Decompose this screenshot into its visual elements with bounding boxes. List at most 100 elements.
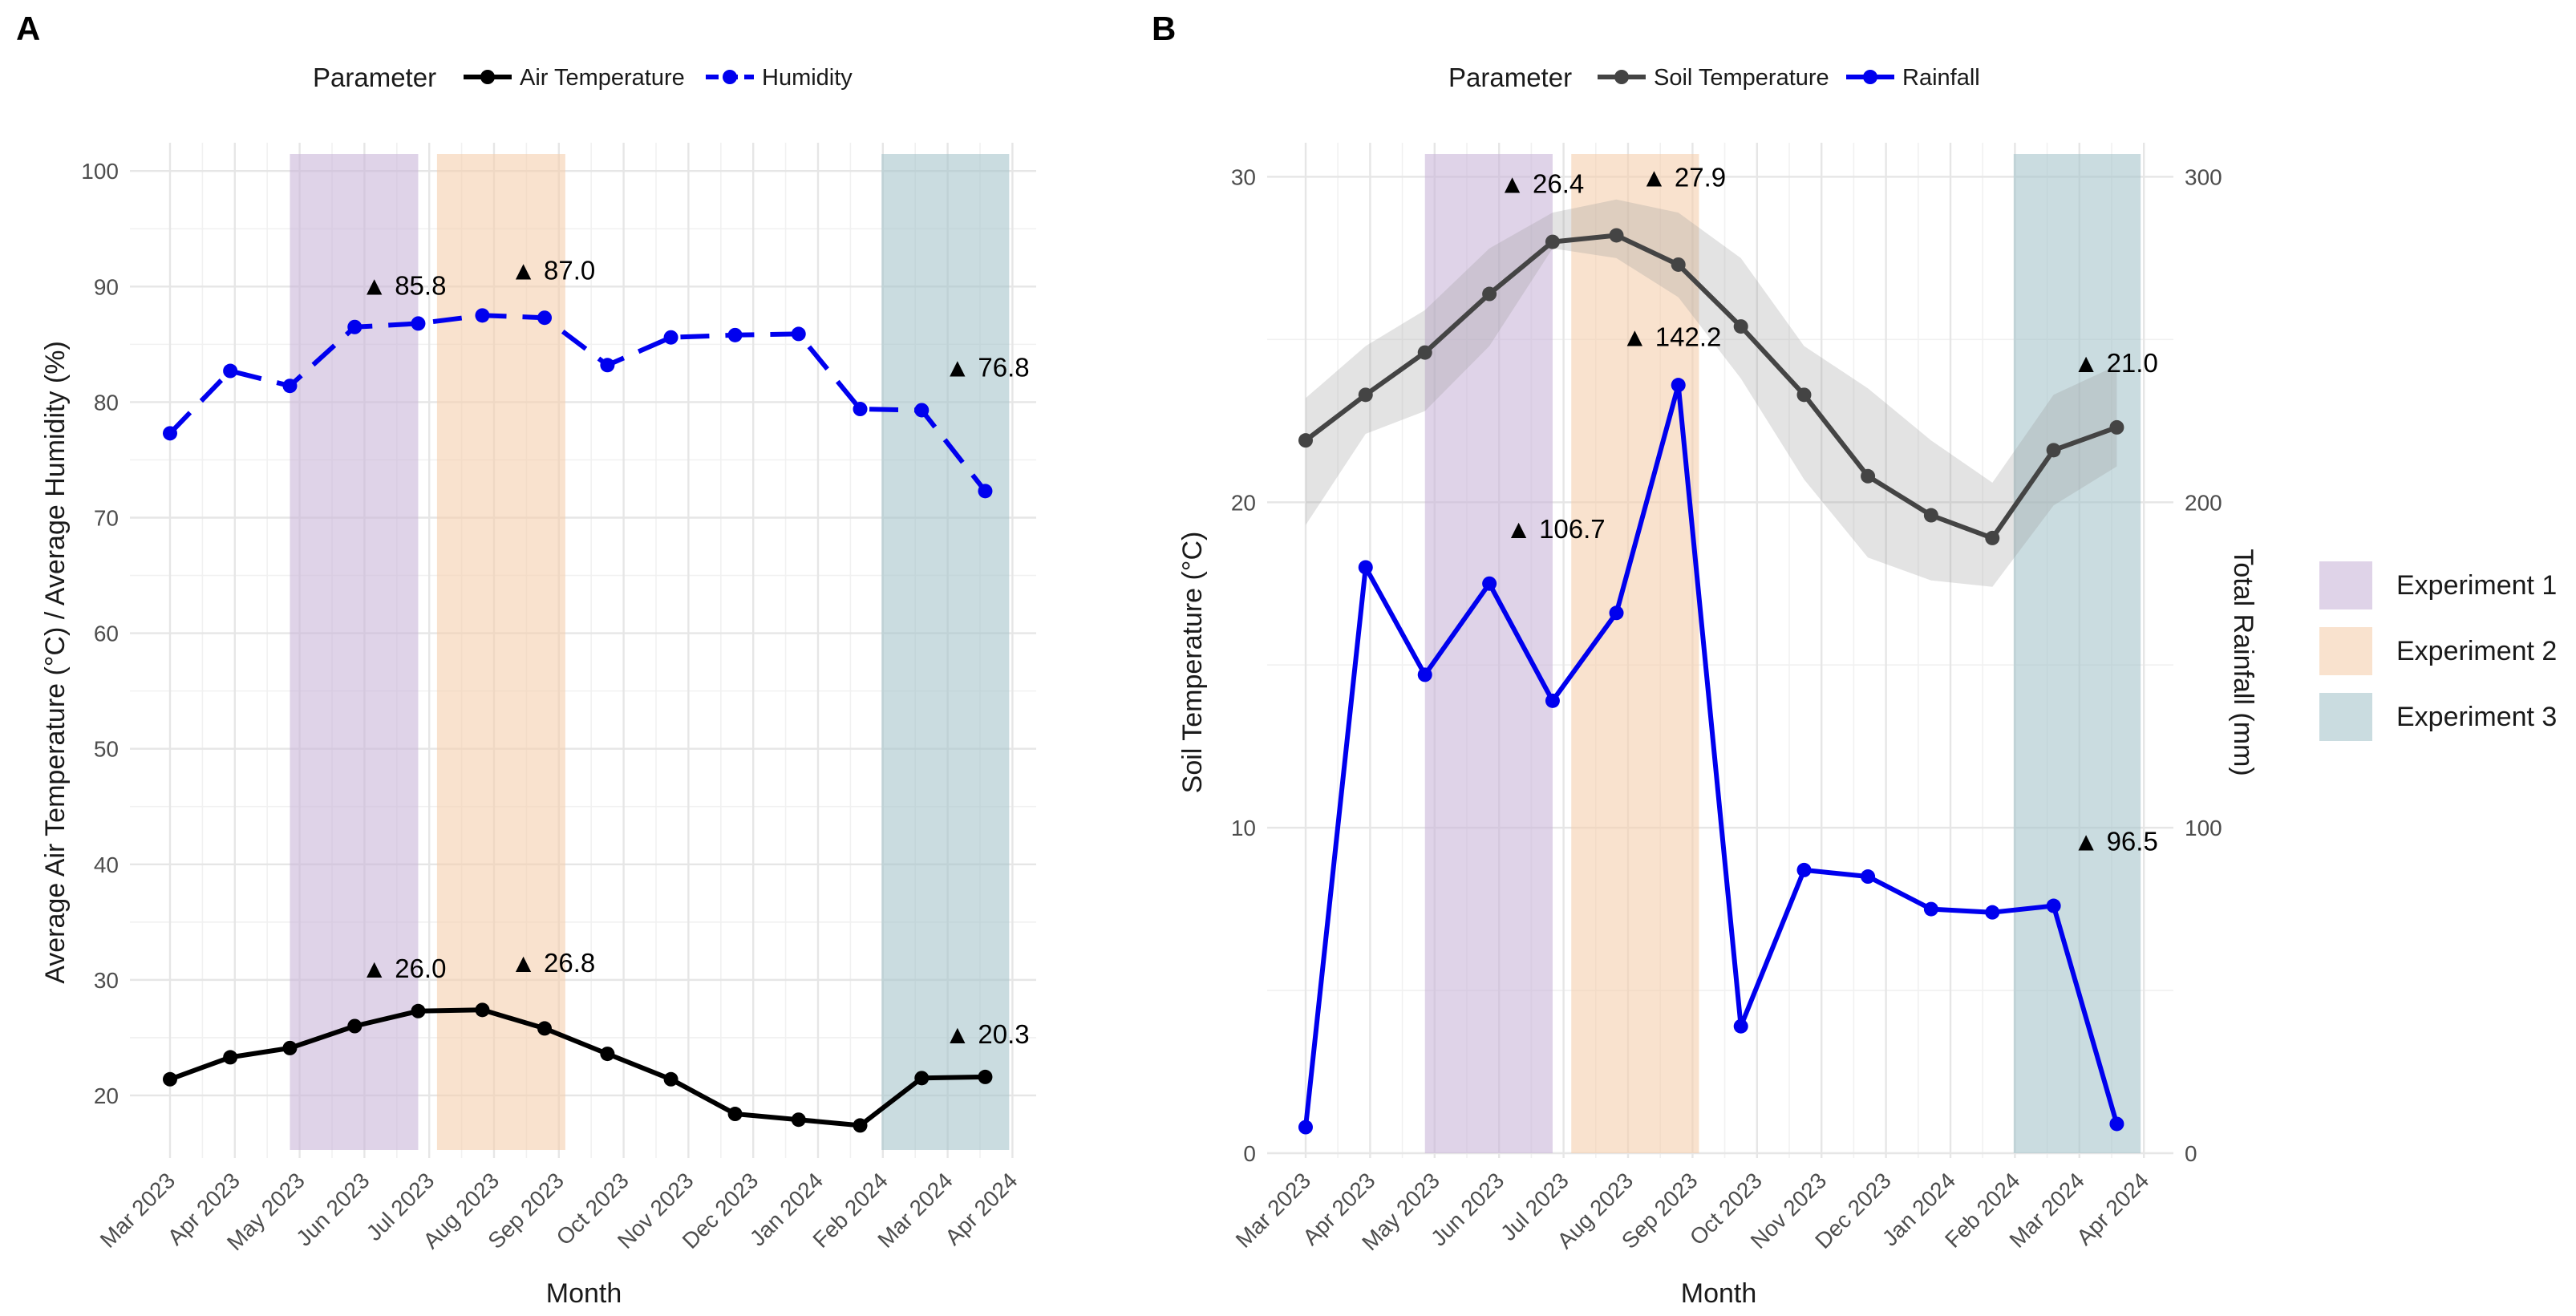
point-rainfall	[1482, 576, 1497, 591]
point-humidity	[163, 426, 177, 441]
point-rainfall	[1417, 667, 1432, 682]
annotation-label: ▲ 106.7	[1505, 514, 1605, 544]
annotation-label: ▲ 26.8	[510, 948, 595, 978]
point-rainfall	[1609, 605, 1624, 621]
point-soil-temperature	[1733, 319, 1748, 334]
point-rainfall	[1861, 869, 1876, 885]
line-soil-temperature	[1304, 233, 2118, 541]
panel-a-y-axis-title: Average Air Temperature (°C) / Average H…	[40, 341, 71, 984]
point-air-temperature	[282, 1040, 298, 1055]
point-rainfall	[1733, 1018, 1748, 1034]
point-air-temperature	[600, 1047, 615, 1062]
point-air-temperature	[163, 1071, 177, 1087]
legend-dot-humidity	[723, 70, 737, 84]
point-rainfall	[2046, 898, 2061, 913]
legend-label-experiment-2: Experiment 2	[2396, 636, 2557, 666]
legend-label-soil-temperature: Soil Temperature	[1654, 65, 1829, 91]
band-experiment-3	[2013, 154, 2141, 1153]
point-air-temperature	[978, 1069, 993, 1084]
point-humidity	[223, 363, 238, 379]
x-tick-label: Mar 2023	[95, 1168, 180, 1253]
point-rainfall	[1671, 378, 1686, 393]
point-humidity	[600, 358, 615, 373]
legend-label-rainfall: Rainfall	[1902, 65, 1980, 91]
panel-a-legend-title: Parameter	[313, 63, 436, 92]
y-tick-label: 0	[1243, 1141, 1256, 1166]
point-soil-temperature	[1545, 234, 1560, 249]
y-tick-label: 50	[94, 737, 119, 762]
band-experiment-2	[1571, 154, 1699, 1153]
point-rainfall	[1545, 693, 1560, 708]
line-humidity	[168, 313, 987, 493]
point-rainfall	[1923, 901, 1938, 917]
annotation-label: ▲ 96.5	[2073, 827, 2158, 856]
point-humidity	[537, 310, 553, 326]
panel-a-legend: Parameter Air Temperature Humidity	[313, 63, 853, 92]
point-rainfall	[1796, 862, 1812, 877]
experiment-legend: Experiment 1 Experiment 2 Experiment 3	[2319, 561, 2557, 741]
point-soil-temperature	[2046, 443, 2061, 458]
y-tick-label: 20	[94, 1083, 119, 1108]
point-air-temperature	[411, 1003, 426, 1018]
legend-label-humidity: Humidity	[762, 65, 853, 91]
y-tick-label: 90	[94, 274, 119, 299]
x-tick-label: Mar 2023	[1231, 1168, 1316, 1253]
point-air-temperature	[223, 1050, 238, 1065]
band-experiment-1	[290, 154, 419, 1150]
y-tick-label: 70	[94, 506, 119, 531]
point-air-temperature	[914, 1071, 930, 1086]
y-tick-label: 60	[94, 622, 119, 646]
point-soil-temperature	[1609, 228, 1624, 243]
point-soil-temperature	[1417, 345, 1432, 360]
point-humidity	[978, 484, 993, 499]
point-rainfall	[1985, 905, 2000, 920]
point-soil-temperature	[1861, 468, 1876, 484]
panel-b-tag: B	[1152, 10, 1176, 47]
panel-a-tag: A	[16, 10, 40, 47]
band-experiment-2	[436, 154, 565, 1150]
ribbon-soil-temperature	[1306, 199, 2117, 587]
panel-b-legend: Parameter Soil Temperature Rainfall	[1448, 63, 1980, 92]
point-air-temperature	[853, 1118, 868, 1133]
point-soil-temperature	[1796, 387, 1812, 403]
point-rainfall	[1298, 1120, 1313, 1135]
y-tick-label: 10	[1231, 816, 1256, 840]
y2-tick-label: 100	[2185, 816, 2222, 840]
y2-tick-label: 200	[2185, 490, 2222, 515]
point-soil-temperature	[1985, 530, 2000, 545]
legend-swatch-experiment-1	[2319, 561, 2372, 609]
annotation-label: ▲ 85.8	[361, 270, 446, 300]
point-air-temperature	[663, 1071, 678, 1087]
legend-dot-rainfall	[1863, 70, 1877, 84]
y-tick-label: 40	[94, 852, 119, 877]
point-humidity	[914, 403, 930, 418]
point-air-temperature	[347, 1018, 363, 1034]
band-experiment-3	[881, 154, 1010, 1150]
annotation-label: ▲ 76.8	[945, 353, 1030, 383]
point-air-temperature	[727, 1107, 743, 1122]
point-humidity	[411, 316, 426, 331]
point-humidity	[475, 308, 490, 323]
legend-dot-air-temperature	[480, 70, 495, 84]
point-air-temperature	[791, 1112, 806, 1128]
point-humidity	[663, 330, 678, 345]
line-air-temperature	[168, 1007, 986, 1128]
legend-dot-soil-temperature	[1614, 70, 1629, 84]
point-soil-temperature	[1298, 433, 1313, 448]
y-tick-label: 100	[81, 159, 119, 184]
point-soil-temperature	[1671, 257, 1686, 272]
y2-tick-label: 0	[2185, 1141, 2197, 1166]
panel-b-legend-title: Parameter	[1448, 63, 1572, 92]
point-rainfall	[2109, 1116, 2124, 1132]
point-air-temperature	[537, 1021, 553, 1036]
point-soil-temperature	[1482, 286, 1497, 302]
point-humidity	[347, 319, 363, 334]
annotation-label: ▲ 21.0	[2073, 348, 2158, 378]
legend-swatch-experiment-2	[2319, 627, 2372, 675]
annotation-label: ▲ 20.3	[945, 1019, 1030, 1049]
point-soil-temperature	[2109, 419, 2124, 435]
panel-b-x-axis-title: Month	[1681, 1278, 1757, 1309]
